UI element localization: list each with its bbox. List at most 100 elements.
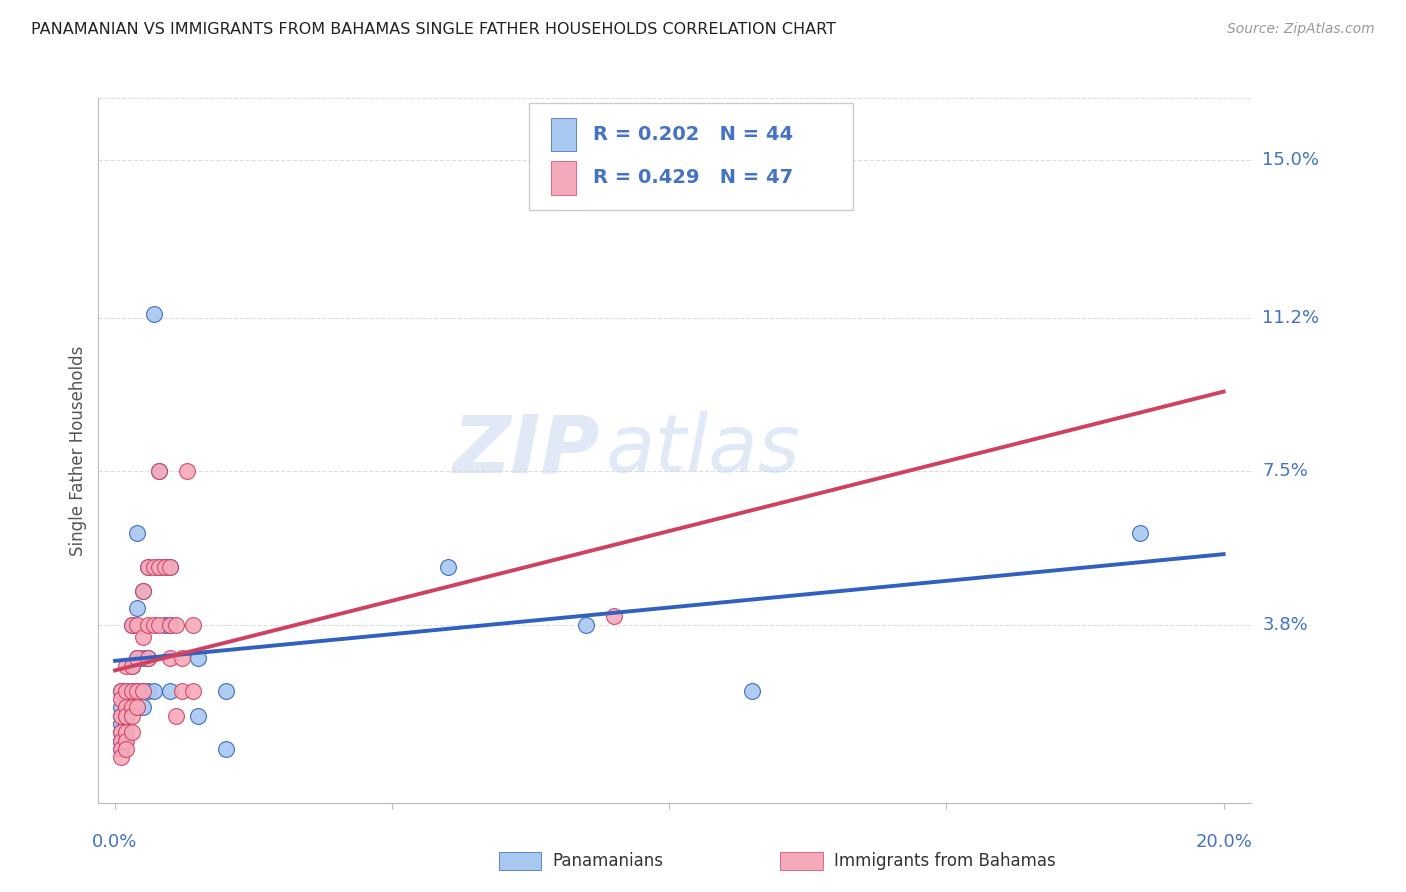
Point bbox=[110, 717, 132, 731]
Point bbox=[110, 700, 132, 714]
Point bbox=[132, 684, 155, 698]
Point bbox=[181, 617, 204, 632]
Point bbox=[159, 650, 181, 665]
Point bbox=[121, 617, 143, 632]
Text: Panamanians: Panamanians bbox=[553, 852, 664, 870]
Point bbox=[159, 559, 181, 574]
Point bbox=[115, 684, 138, 698]
Point bbox=[115, 742, 138, 756]
Point bbox=[121, 700, 143, 714]
Text: 0.0%: 0.0% bbox=[93, 833, 138, 851]
Point bbox=[121, 700, 143, 714]
Text: PANAMANIAN VS IMMIGRANTS FROM BAHAMAS SINGLE FATHER HOUSEHOLDS CORRELATION CHART: PANAMANIAN VS IMMIGRANTS FROM BAHAMAS SI… bbox=[31, 22, 837, 37]
Point bbox=[127, 650, 149, 665]
Text: 15.0%: 15.0% bbox=[1263, 152, 1319, 169]
Point bbox=[148, 464, 170, 478]
Point bbox=[176, 464, 198, 478]
Point bbox=[132, 700, 155, 714]
Text: R = 0.202   N = 44: R = 0.202 N = 44 bbox=[593, 125, 793, 144]
Point bbox=[121, 617, 143, 632]
Point bbox=[159, 617, 181, 632]
Point bbox=[115, 659, 138, 673]
Point bbox=[121, 708, 143, 723]
Point bbox=[110, 725, 132, 739]
Point bbox=[215, 742, 238, 756]
Point bbox=[110, 708, 132, 723]
Point bbox=[127, 617, 149, 632]
Point bbox=[159, 684, 181, 698]
Point bbox=[110, 742, 132, 756]
Text: Source: ZipAtlas.com: Source: ZipAtlas.com bbox=[1227, 22, 1375, 37]
Point bbox=[132, 684, 155, 698]
Point bbox=[136, 684, 159, 698]
Point bbox=[142, 307, 165, 321]
Point bbox=[165, 617, 187, 632]
Point bbox=[115, 717, 138, 731]
Y-axis label: Single Father Households: Single Father Households bbox=[69, 345, 87, 556]
Point bbox=[741, 684, 763, 698]
Point bbox=[187, 708, 209, 723]
Point bbox=[115, 684, 138, 698]
Text: Immigrants from Bahamas: Immigrants from Bahamas bbox=[834, 852, 1056, 870]
Point bbox=[436, 559, 458, 574]
Point bbox=[115, 700, 138, 714]
Point bbox=[215, 684, 238, 698]
Point bbox=[115, 725, 138, 739]
Point bbox=[170, 684, 193, 698]
Text: 20.0%: 20.0% bbox=[1195, 833, 1253, 851]
Text: 3.8%: 3.8% bbox=[1263, 615, 1308, 633]
Point bbox=[575, 617, 598, 632]
Point bbox=[121, 659, 143, 673]
Point bbox=[115, 725, 138, 739]
Legend:  bbox=[1233, 105, 1244, 116]
Point bbox=[127, 700, 149, 714]
Point bbox=[127, 684, 149, 698]
Point bbox=[132, 584, 155, 599]
Point bbox=[127, 601, 149, 615]
Point bbox=[121, 659, 143, 673]
Point bbox=[136, 650, 159, 665]
Point bbox=[110, 725, 132, 739]
Point bbox=[153, 617, 176, 632]
Point bbox=[142, 617, 165, 632]
Point bbox=[181, 684, 204, 698]
Text: atlas: atlas bbox=[606, 411, 800, 490]
Point bbox=[136, 559, 159, 574]
Point bbox=[127, 526, 149, 541]
Point bbox=[132, 584, 155, 599]
Point bbox=[110, 733, 132, 747]
Point bbox=[115, 733, 138, 747]
Point bbox=[159, 559, 181, 574]
Point bbox=[148, 559, 170, 574]
Point bbox=[110, 692, 132, 706]
Point bbox=[110, 684, 132, 698]
Point bbox=[142, 559, 165, 574]
Point bbox=[110, 733, 132, 747]
Point bbox=[121, 684, 143, 698]
Point bbox=[165, 708, 187, 723]
Point bbox=[115, 708, 138, 723]
Point bbox=[1129, 526, 1152, 541]
Text: 7.5%: 7.5% bbox=[1263, 462, 1309, 480]
Text: ZIP: ZIP bbox=[453, 411, 600, 490]
Point bbox=[121, 684, 143, 698]
Point bbox=[110, 742, 132, 756]
Point bbox=[132, 630, 155, 644]
Text: R = 0.429   N = 47: R = 0.429 N = 47 bbox=[593, 169, 793, 187]
Point bbox=[132, 650, 155, 665]
Point bbox=[603, 609, 626, 624]
Point bbox=[187, 650, 209, 665]
Point bbox=[110, 708, 132, 723]
Point bbox=[148, 464, 170, 478]
Point bbox=[127, 684, 149, 698]
Point bbox=[115, 708, 138, 723]
Point bbox=[110, 684, 132, 698]
Point bbox=[159, 617, 181, 632]
Point bbox=[115, 700, 138, 714]
Point bbox=[136, 559, 159, 574]
Point bbox=[136, 617, 159, 632]
Point bbox=[136, 650, 159, 665]
Point bbox=[121, 725, 143, 739]
Point bbox=[153, 559, 176, 574]
Point bbox=[148, 617, 170, 632]
